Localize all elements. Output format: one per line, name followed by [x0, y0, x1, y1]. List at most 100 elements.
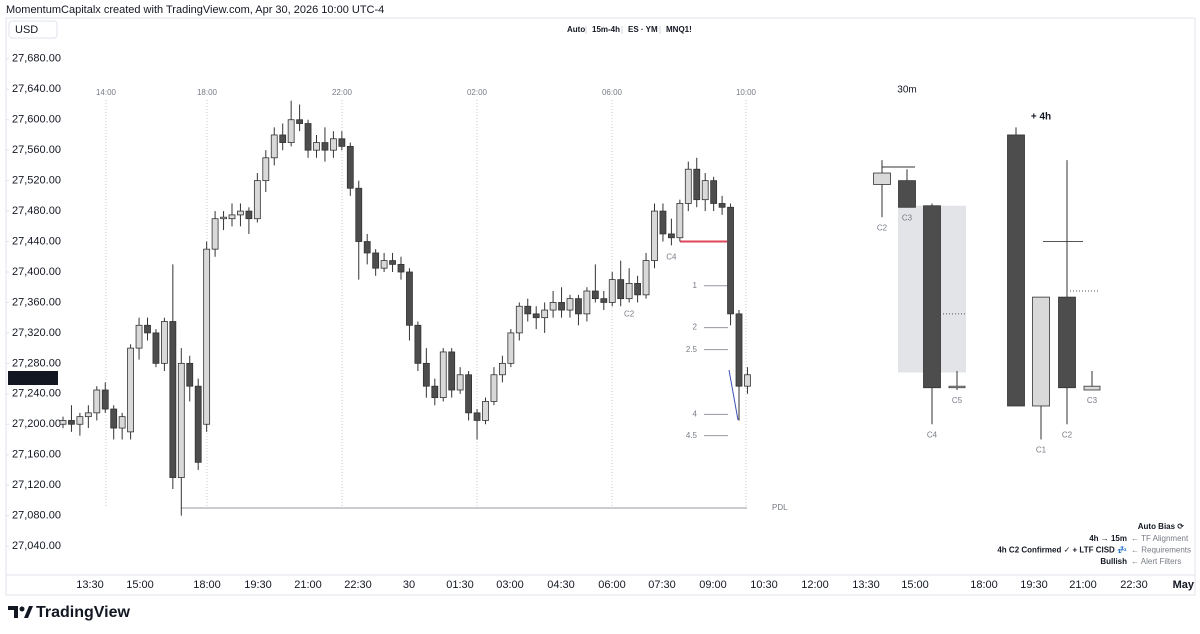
- x-tick-label: 01:30: [446, 579, 474, 591]
- candle-body: [456, 374, 464, 391]
- candle-body: [338, 138, 346, 147]
- status-key: ← Requirements: [1131, 546, 1191, 555]
- candle-body: [1007, 134, 1025, 407]
- candle-body: [270, 134, 278, 159]
- candle-body: [439, 351, 447, 399]
- projection-line: [728, 369, 739, 421]
- x-tick-label: 07:30: [648, 579, 676, 591]
- candle-body: [744, 374, 751, 387]
- y-tick-label: 27,640.00: [12, 83, 61, 95]
- x-tick-label: May: [1173, 579, 1195, 591]
- candle-body: [127, 347, 134, 433]
- legend-item: 15m-4h: [592, 25, 620, 34]
- candle-body: [220, 216, 227, 220]
- currency: USD: [15, 24, 38, 36]
- candle-body: [279, 134, 287, 143]
- x-tick-label: 15:00: [901, 579, 929, 591]
- candle-body: [651, 210, 658, 261]
- session-label: 18:00: [197, 88, 218, 97]
- session-label: 10:00: [736, 88, 757, 97]
- legend-item: MNQ1!: [666, 25, 692, 34]
- y-tick-label: 27,200.00: [12, 418, 61, 430]
- candle-body: [710, 180, 718, 204]
- candle-body: [617, 279, 625, 300]
- x-tick-label: 13:30: [76, 579, 104, 591]
- candle-body: [735, 313, 743, 387]
- y-tick-label: 27,680.00: [12, 53, 61, 65]
- y-tick-label: 27,600.00: [12, 114, 61, 126]
- candle-label: C4: [666, 252, 677, 261]
- session-label: 02:00: [467, 88, 488, 97]
- candle-body: [84, 412, 92, 418]
- candle-body: [397, 263, 405, 273]
- htf-label: C3: [1087, 396, 1098, 405]
- x-tick-label: 22:30: [1120, 579, 1148, 591]
- candle-body: [363, 241, 371, 254]
- candle-body: [591, 290, 599, 300]
- x-tick-label: 22:30: [344, 579, 372, 591]
- candle-body: [296, 119, 304, 124]
- candle-body: [321, 142, 329, 151]
- candle-body: [668, 233, 675, 239]
- candle-body: [304, 123, 312, 151]
- x-tick-label: 04:30: [547, 579, 575, 591]
- candle-body: [422, 362, 430, 387]
- status-key: ← TF Alignment: [1131, 534, 1189, 543]
- candle-body: [380, 260, 388, 269]
- candle-body: [1058, 296, 1076, 389]
- price-tag-box: [8, 371, 58, 385]
- candle-body: [355, 187, 363, 242]
- candle-body: [253, 180, 261, 220]
- candle-body: [389, 260, 396, 265]
- candle-body: [177, 362, 185, 478]
- candle-body: [186, 362, 194, 387]
- candle-body: [372, 252, 380, 269]
- y-tick-label: 27,400.00: [12, 266, 61, 278]
- candle-body: [169, 321, 177, 478]
- status-key: ← Alert Filters: [1131, 557, 1181, 566]
- currency-box[interactable]: [8, 20, 58, 39]
- candle-body: [262, 157, 270, 182]
- htf-label: C4: [927, 430, 938, 439]
- candle-body: [245, 210, 253, 220]
- candle-body: [608, 279, 616, 303]
- candle-body: [676, 203, 684, 239]
- x-tick-label: 15:00: [126, 579, 154, 591]
- y-tick-label: 27,480.00: [12, 205, 61, 217]
- candle-body: [684, 168, 692, 204]
- candle-body: [465, 374, 473, 414]
- htf-title: 30m: [897, 85, 916, 96]
- candle-body: [110, 408, 118, 429]
- htf-label: C3: [902, 213, 913, 222]
- x-tick-label: 09:00: [699, 579, 727, 591]
- candle-body: [152, 332, 160, 364]
- status-value: Bullish: [1100, 557, 1127, 566]
- candle-body: [473, 412, 481, 421]
- brand: TradingView: [36, 604, 131, 621]
- htf-title: + 4h: [1031, 112, 1051, 123]
- htf-label: C1: [1036, 446, 1047, 455]
- status-title: Auto Bias ⟳: [1138, 522, 1185, 531]
- y-tick-label: 27,160.00: [12, 449, 61, 461]
- candle-body: [600, 298, 608, 303]
- candle-body: [76, 416, 84, 425]
- candle-body: [346, 145, 354, 189]
- status-value: 4h → 15m: [1089, 534, 1127, 543]
- status-value: 4h C2 Confirmed ✓ + LTF CISD 💤: [997, 546, 1127, 555]
- candle-body: [287, 119, 295, 143]
- candle-body: [718, 203, 726, 208]
- candle-body: [313, 142, 320, 151]
- price-tag: 14:03: [20, 373, 45, 384]
- fib-label: 2: [693, 323, 698, 332]
- y-tick-label: 27,320.00: [12, 327, 61, 339]
- candle-label: C2: [624, 310, 635, 319]
- candle-body: [515, 305, 523, 334]
- candle-body: [144, 324, 151, 334]
- x-tick-label: 13:30: [852, 579, 880, 591]
- candle-body: [507, 332, 515, 364]
- htf-label: C2: [1062, 430, 1073, 439]
- candle-body: [237, 210, 244, 216]
- header: MomentumCapitalx created with TradingVie…: [6, 4, 384, 16]
